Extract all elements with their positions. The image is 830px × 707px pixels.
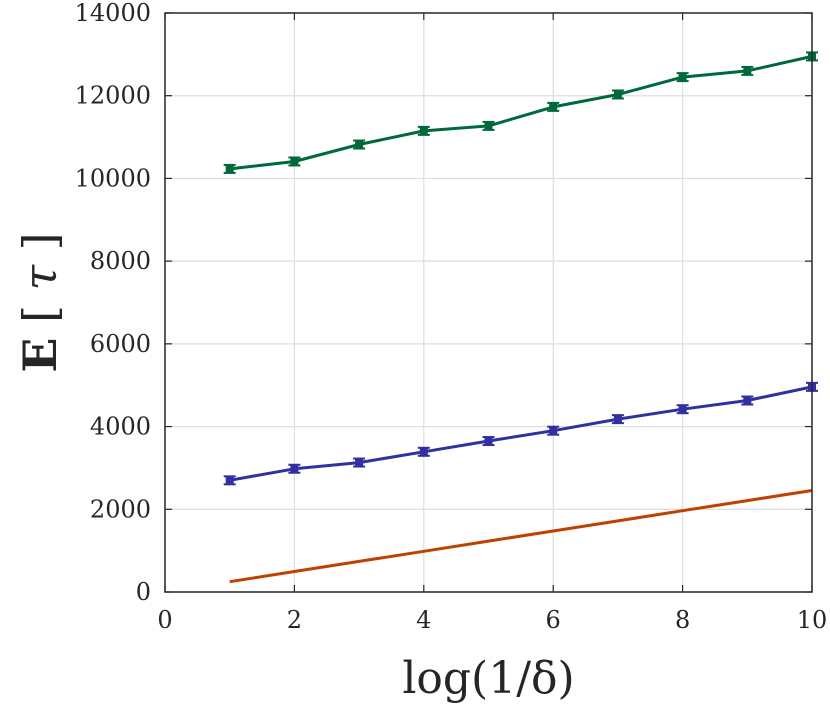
- green-series-point: [741, 65, 754, 76]
- x-axis: 0 2 4 6 8 10: [157, 13, 827, 634]
- x-tick-label: 6: [546, 606, 561, 634]
- y-axis-label-close-bracket: ]: [13, 232, 67, 250]
- green-series-point: [417, 125, 430, 136]
- green-series-point: [547, 101, 560, 112]
- blue-series-point: [288, 463, 301, 474]
- y-tick-label: 6000: [90, 330, 151, 358]
- blue-series-point: [353, 457, 366, 468]
- y-tick-label: 10000: [75, 164, 151, 192]
- green-series-point: [482, 120, 495, 131]
- plot-frame: [164, 12, 813, 593]
- x-tick-label: 10: [797, 606, 828, 634]
- blue-series-point: [611, 414, 624, 425]
- y-axis-label: E [ τ ]: [13, 232, 67, 372]
- x-tick-label: 4: [416, 606, 431, 634]
- orange-series: [229, 489, 813, 584]
- y-tick-label: 2000: [90, 495, 151, 523]
- blue-series-point: [417, 446, 430, 457]
- green-series-point: [611, 89, 624, 100]
- x-tick-label: 8: [675, 606, 690, 634]
- x-axis-label: log(1/δ): [402, 653, 574, 704]
- green-series-line: [229, 54, 813, 171]
- blue-series: [223, 381, 818, 486]
- green-series-point: [353, 139, 366, 150]
- y-tick-label: 12000: [75, 82, 151, 110]
- series-layer: [223, 51, 818, 584]
- y-tick-label: 0: [136, 578, 151, 606]
- blue-series-line: [229, 385, 813, 482]
- blue-series-point: [741, 395, 754, 406]
- blue-series-point: [223, 475, 236, 486]
- blue-series-point: [482, 436, 495, 447]
- y-axis-label-tau: τ: [13, 263, 67, 290]
- green-series-point: [288, 156, 301, 167]
- x-tick-label: 0: [157, 606, 172, 634]
- blue-series-point: [547, 425, 560, 436]
- y-axis-label-e: E: [13, 338, 67, 373]
- green-series-point: [676, 72, 689, 83]
- x-tick-label: 2: [287, 606, 302, 634]
- y-tick-label: 14000: [75, 0, 151, 27]
- orange-series-line: [229, 489, 813, 584]
- y-tick-label: 4000: [90, 413, 151, 441]
- green-series-point: [223, 163, 236, 174]
- y-axis-label-open-bracket: [: [13, 305, 67, 323]
- green-series: [223, 51, 818, 174]
- y-tick-label: 8000: [90, 247, 151, 275]
- blue-series-point: [676, 404, 689, 415]
- y-axis: 0 2000 4000 6000 8000 10000 12000 14000: [75, 0, 812, 606]
